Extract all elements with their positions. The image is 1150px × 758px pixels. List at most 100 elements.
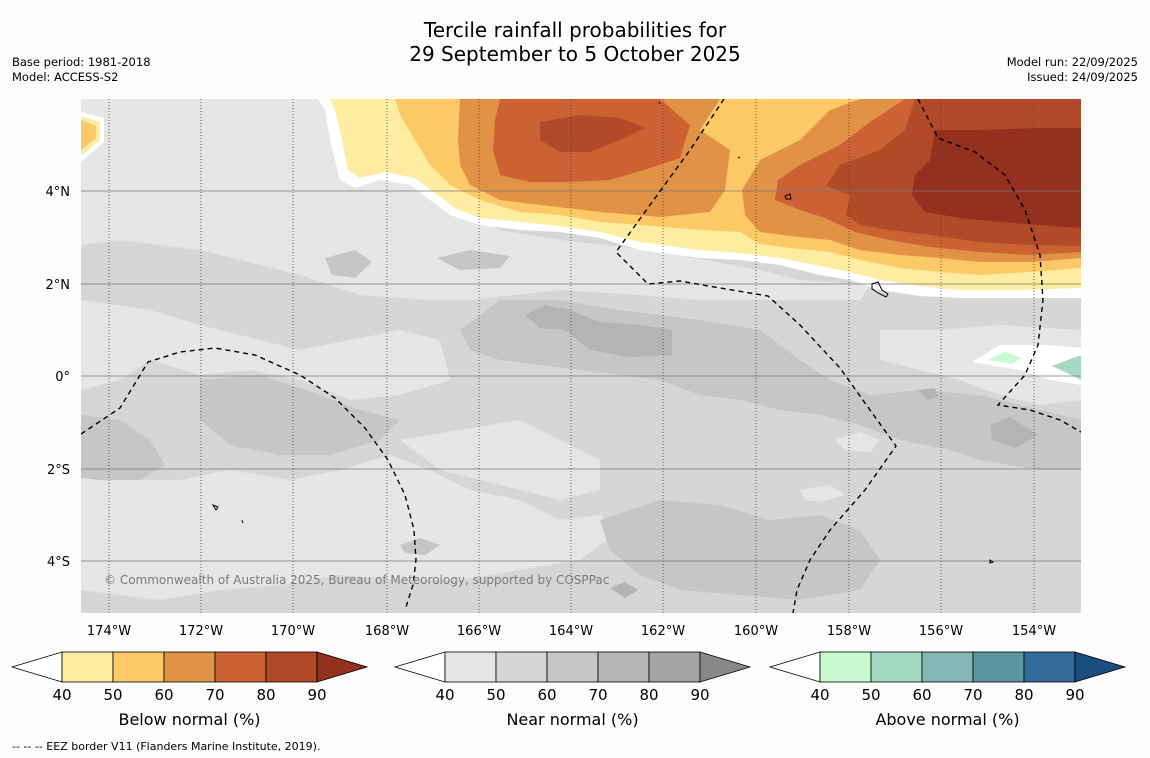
title-line-2: 29 September to 5 October 2025 [409,42,741,66]
island [658,101,661,105]
colorbar-label: Above normal (%) [875,710,1019,729]
colorbar-3: 40 50 60 70 80 90 Above normal (%) [768,651,1127,729]
colorbar-tick-label: 40 [435,686,454,704]
near-normal-60-region-south [600,500,880,600]
near-normal-70-patch-central [525,305,672,357]
colorbar-cell [972,651,1025,683]
colorbar-tick-label: 50 [103,686,122,704]
meta-left: Base period: 1981-2018 Model: ACCESS-S2 [12,55,151,85]
island [784,193,792,200]
colorbar-tick-label: 80 [256,686,275,704]
lon-axis-labels: 174°W 172°W 170°W 168°W 166°W 164°W 162°… [87,624,1056,639]
colorbar-tick-label: 60 [912,686,931,704]
model-name: Model: ACCESS-S2 [12,70,119,84]
map-title: Tercile rainfall probabilities for 29 Se… [0,18,1150,66]
lat-axis-labels: 4°N 2°N 0° 2°S 4°S [46,185,71,570]
issued-date: Issued: 24/09/2025 [1027,70,1138,84]
colorbar-tick-label: 60 [537,686,556,704]
near-normal-40-region-southwest [81,455,620,600]
copyright-notice: © Commonwealth of Australia 2025, Bureau… [104,573,609,587]
lon-tick-label: 174°W [87,624,131,639]
model-run: Model run: 22/09/2025 [1006,55,1138,69]
lon-tick-label: 160°W [734,624,778,639]
colorbar-tick-label: 80 [1014,686,1033,704]
colorbar-2: 40 50 60 70 80 90 Near normal (%) [393,651,752,729]
lon-tick-label: 156°W [919,624,963,639]
near-normal-60-patch-2 [437,250,510,270]
below-normal-patch-nw-50 [81,120,96,150]
colorbar-tick-label: 70 [963,686,982,704]
lon-tick-label: 170°W [271,624,315,639]
lat-tick-label: 4°S [47,555,70,570]
colorbar-cell [163,651,216,683]
below-normal-90-region [912,128,1081,228]
lon-tick-label: 162°W [641,624,685,639]
colorbar-cell [1023,651,1076,683]
colorbar-extend-low [768,651,821,683]
near-normal-40-region-south [400,420,600,500]
lon-tick-label: 154°W [1012,624,1056,639]
base-period: Base period: 1981-2018 [12,55,151,69]
colorbar-extend-high [1074,651,1127,683]
near-normal-60-patch-1 [325,250,372,278]
colorbar-tick-label: 50 [861,686,880,704]
lon-tick-label: 172°W [179,624,223,639]
colorbar-cell [444,651,497,683]
colorbar-tick-label: 50 [486,686,505,704]
near-normal-40-patch-se [835,432,880,452]
near-normal-60-region-southwest [81,415,165,480]
colorbar-cell [265,651,318,683]
colorbar-tick-label: 70 [205,686,224,704]
colorbar-tick-label: 80 [639,686,658,704]
colorbar-extend-high [316,651,369,683]
near-normal-40-region-west [81,300,450,400]
colorbar-cell [112,651,165,683]
colorbar-label: Near normal (%) [506,710,638,729]
below-normal-80-region [540,115,645,152]
lon-tick-label: 164°W [549,624,593,639]
island [989,559,995,564]
near-normal-60-region-west [200,375,400,455]
lat-tick-label: 0° [55,370,70,385]
islands [211,101,995,564]
lon-tick-label: 166°W [457,624,501,639]
meta-right: Model run: 22/09/2025 Issued: 24/09/2025 [1007,55,1138,85]
lon-tick-label: 158°W [827,624,871,639]
eez-footnote: -- -- -- EEZ border V11 (Flanders Marine… [12,740,321,753]
lon-tick-label: 168°W [365,624,409,639]
lat-tick-label: 2°S [47,463,70,478]
map-area: © Commonwealth of Australia 2025, Bureau… [81,99,1081,613]
lat-tick-label: 4°N [46,185,71,200]
colorbar-cell [597,651,650,683]
colorbar-cell [921,651,974,683]
title-line-1: Tercile rainfall probabilities for [423,18,727,42]
near-normal-40-patch-se2 [800,485,845,502]
colorbar-label: Below normal (%) [118,710,260,729]
near-normal-40-patch-nw [81,160,110,205]
colorbar-cell [648,651,701,683]
eez-border-central [615,99,897,613]
colorbar-tick-label: 90 [307,686,326,704]
colorbar-cell [819,651,872,683]
colorbar-tick-label: 70 [588,686,607,704]
near-normal-70-patch-small [918,388,938,400]
gridlines [81,190,1081,562]
colorbar-tick-label: 60 [154,686,173,704]
lat-tick-label: 2°N [46,278,71,293]
near-normal-60-patch-3 [400,538,440,555]
colorbar-cell [61,651,114,683]
colorbar-tick-label: 40 [52,686,71,704]
above-normal-40-patch [988,352,1022,364]
colorbar-extend-low [393,651,446,683]
eez-border-east [917,99,1081,433]
near-normal-40-region-north [81,99,870,300]
above-normal-50-patch [1052,356,1081,380]
colorbar-tick-label: 90 [690,686,709,704]
island [737,156,741,159]
island [871,281,889,298]
colorbar-tick-label: 40 [810,686,829,704]
island [241,519,244,524]
colorbar-cell [214,651,267,683]
near-normal-70-patch-east [990,417,1038,448]
colorbar-cell [495,651,548,683]
